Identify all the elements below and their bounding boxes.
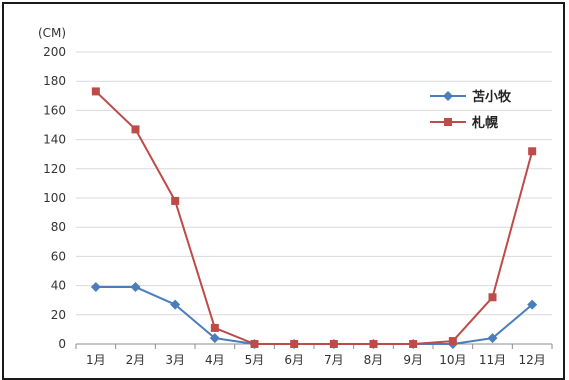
legend-label: 札幌 <box>471 115 498 131</box>
x-axis-ticks: 1月 2月 3月 4月 5月 6月 7月 8月 9月 10月 11月 12月 <box>86 353 546 367</box>
x-tick-label: 9月 <box>403 353 423 367</box>
data-point <box>369 340 378 348</box>
y-tick-label: 120 <box>43 162 66 176</box>
x-tick-label: 5月 <box>245 353 265 367</box>
x-tick-label: 2月 <box>126 353 146 367</box>
series-line <box>95 90 534 345</box>
data-point <box>448 337 457 346</box>
y-tick-label: 60 <box>51 249 66 263</box>
x-tick-label: 11月 <box>479 353 506 367</box>
data-point <box>488 293 497 302</box>
data-point <box>528 147 537 156</box>
data-point <box>329 340 338 348</box>
y-axis-ticks: 0 20 40 60 80 100 120 140 160 180 200 <box>43 45 66 351</box>
y-tick-label: 40 <box>51 279 66 293</box>
data-point <box>527 299 538 310</box>
data-point <box>210 323 219 332</box>
data-point <box>250 340 259 348</box>
x-tick-label: 8月 <box>364 353 384 367</box>
data-point <box>409 340 418 348</box>
legend-marker <box>443 91 453 101</box>
data-point <box>170 299 181 310</box>
y-tick-label: 160 <box>43 103 66 117</box>
x-tick-label: 12月 <box>519 353 546 367</box>
x-tick-label: 7月 <box>324 353 344 367</box>
legend-label: 苫小牧 <box>472 89 512 105</box>
y-tick-label: 0 <box>58 337 66 351</box>
data-point <box>171 196 180 205</box>
data-point <box>487 333 498 344</box>
y-tick-label: 180 <box>43 74 66 88</box>
data-point <box>131 125 140 134</box>
data-point <box>90 282 101 293</box>
data-point <box>290 340 299 348</box>
y-unit-label: (CM) <box>38 26 66 40</box>
x-tick-label: 1月 <box>86 353 106 367</box>
x-tick-label: 4月 <box>205 353 225 367</box>
y-tick-label: 200 <box>43 45 66 59</box>
y-tick-label: 20 <box>51 308 66 322</box>
y-tick-label: 140 <box>43 133 66 147</box>
x-tick-label: 6月 <box>284 353 304 367</box>
data-point <box>209 333 220 344</box>
y-tick-label: 80 <box>51 220 66 234</box>
line-chart: 0 20 40 60 80 100 120 140 160 180 200 1月 2月 3月 4月 5月 6月… <box>38 26 553 367</box>
x-tick-label: 3月 <box>165 353 185 367</box>
series-line <box>95 286 533 345</box>
legend-marker <box>444 118 452 126</box>
data-point <box>130 282 141 293</box>
series-lines <box>90 87 538 349</box>
gridlines <box>76 51 552 316</box>
y-tick-label: 100 <box>43 191 66 205</box>
data-point <box>91 87 100 96</box>
x-tick-label: 10月 <box>439 353 466 367</box>
